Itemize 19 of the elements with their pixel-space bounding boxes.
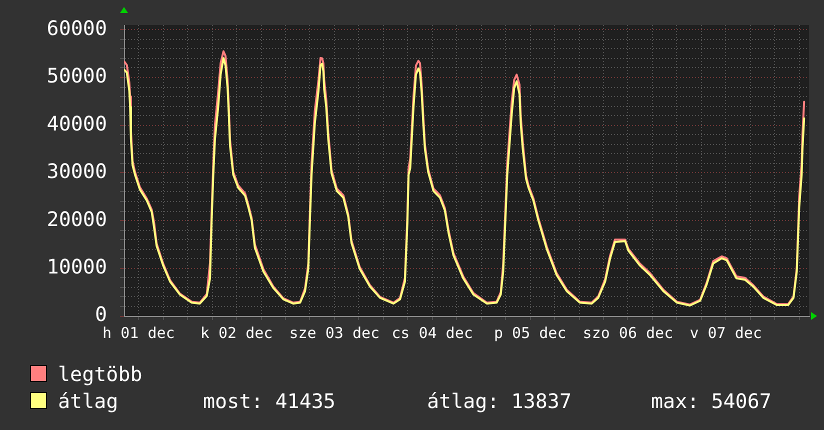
y-tick-label: 10000: [46, 254, 107, 278]
x-tick-label: p 05 dec: [494, 324, 566, 342]
x-tick-label: k 02 dec: [200, 324, 273, 342]
x-tick-label: h 01 dec: [102, 324, 175, 342]
legend-label: átlag: [58, 388, 120, 412]
x-tick-label: v 07 dec: [690, 324, 762, 342]
y-tick-label: 50000: [46, 64, 107, 88]
x-tick-label: cs 04 dec: [392, 324, 473, 342]
legend-label: legtöbb: [58, 362, 144, 386]
text: max: 54067: [651, 388, 772, 412]
x-tick-label: szo 06 dec: [582, 324, 674, 342]
y-tick-label: 0: [94, 302, 107, 326]
y-tick-label: 30000: [46, 159, 107, 184]
text: átlag: 13837: [427, 388, 572, 412]
y-tick-label: 40000: [46, 111, 107, 136]
text: most: 41435: [203, 388, 336, 412]
x-tick-label: sze 03 dec: [289, 324, 380, 342]
y-tick-label: 60000: [46, 16, 107, 40]
y-tick-label: 20000: [46, 206, 107, 231]
